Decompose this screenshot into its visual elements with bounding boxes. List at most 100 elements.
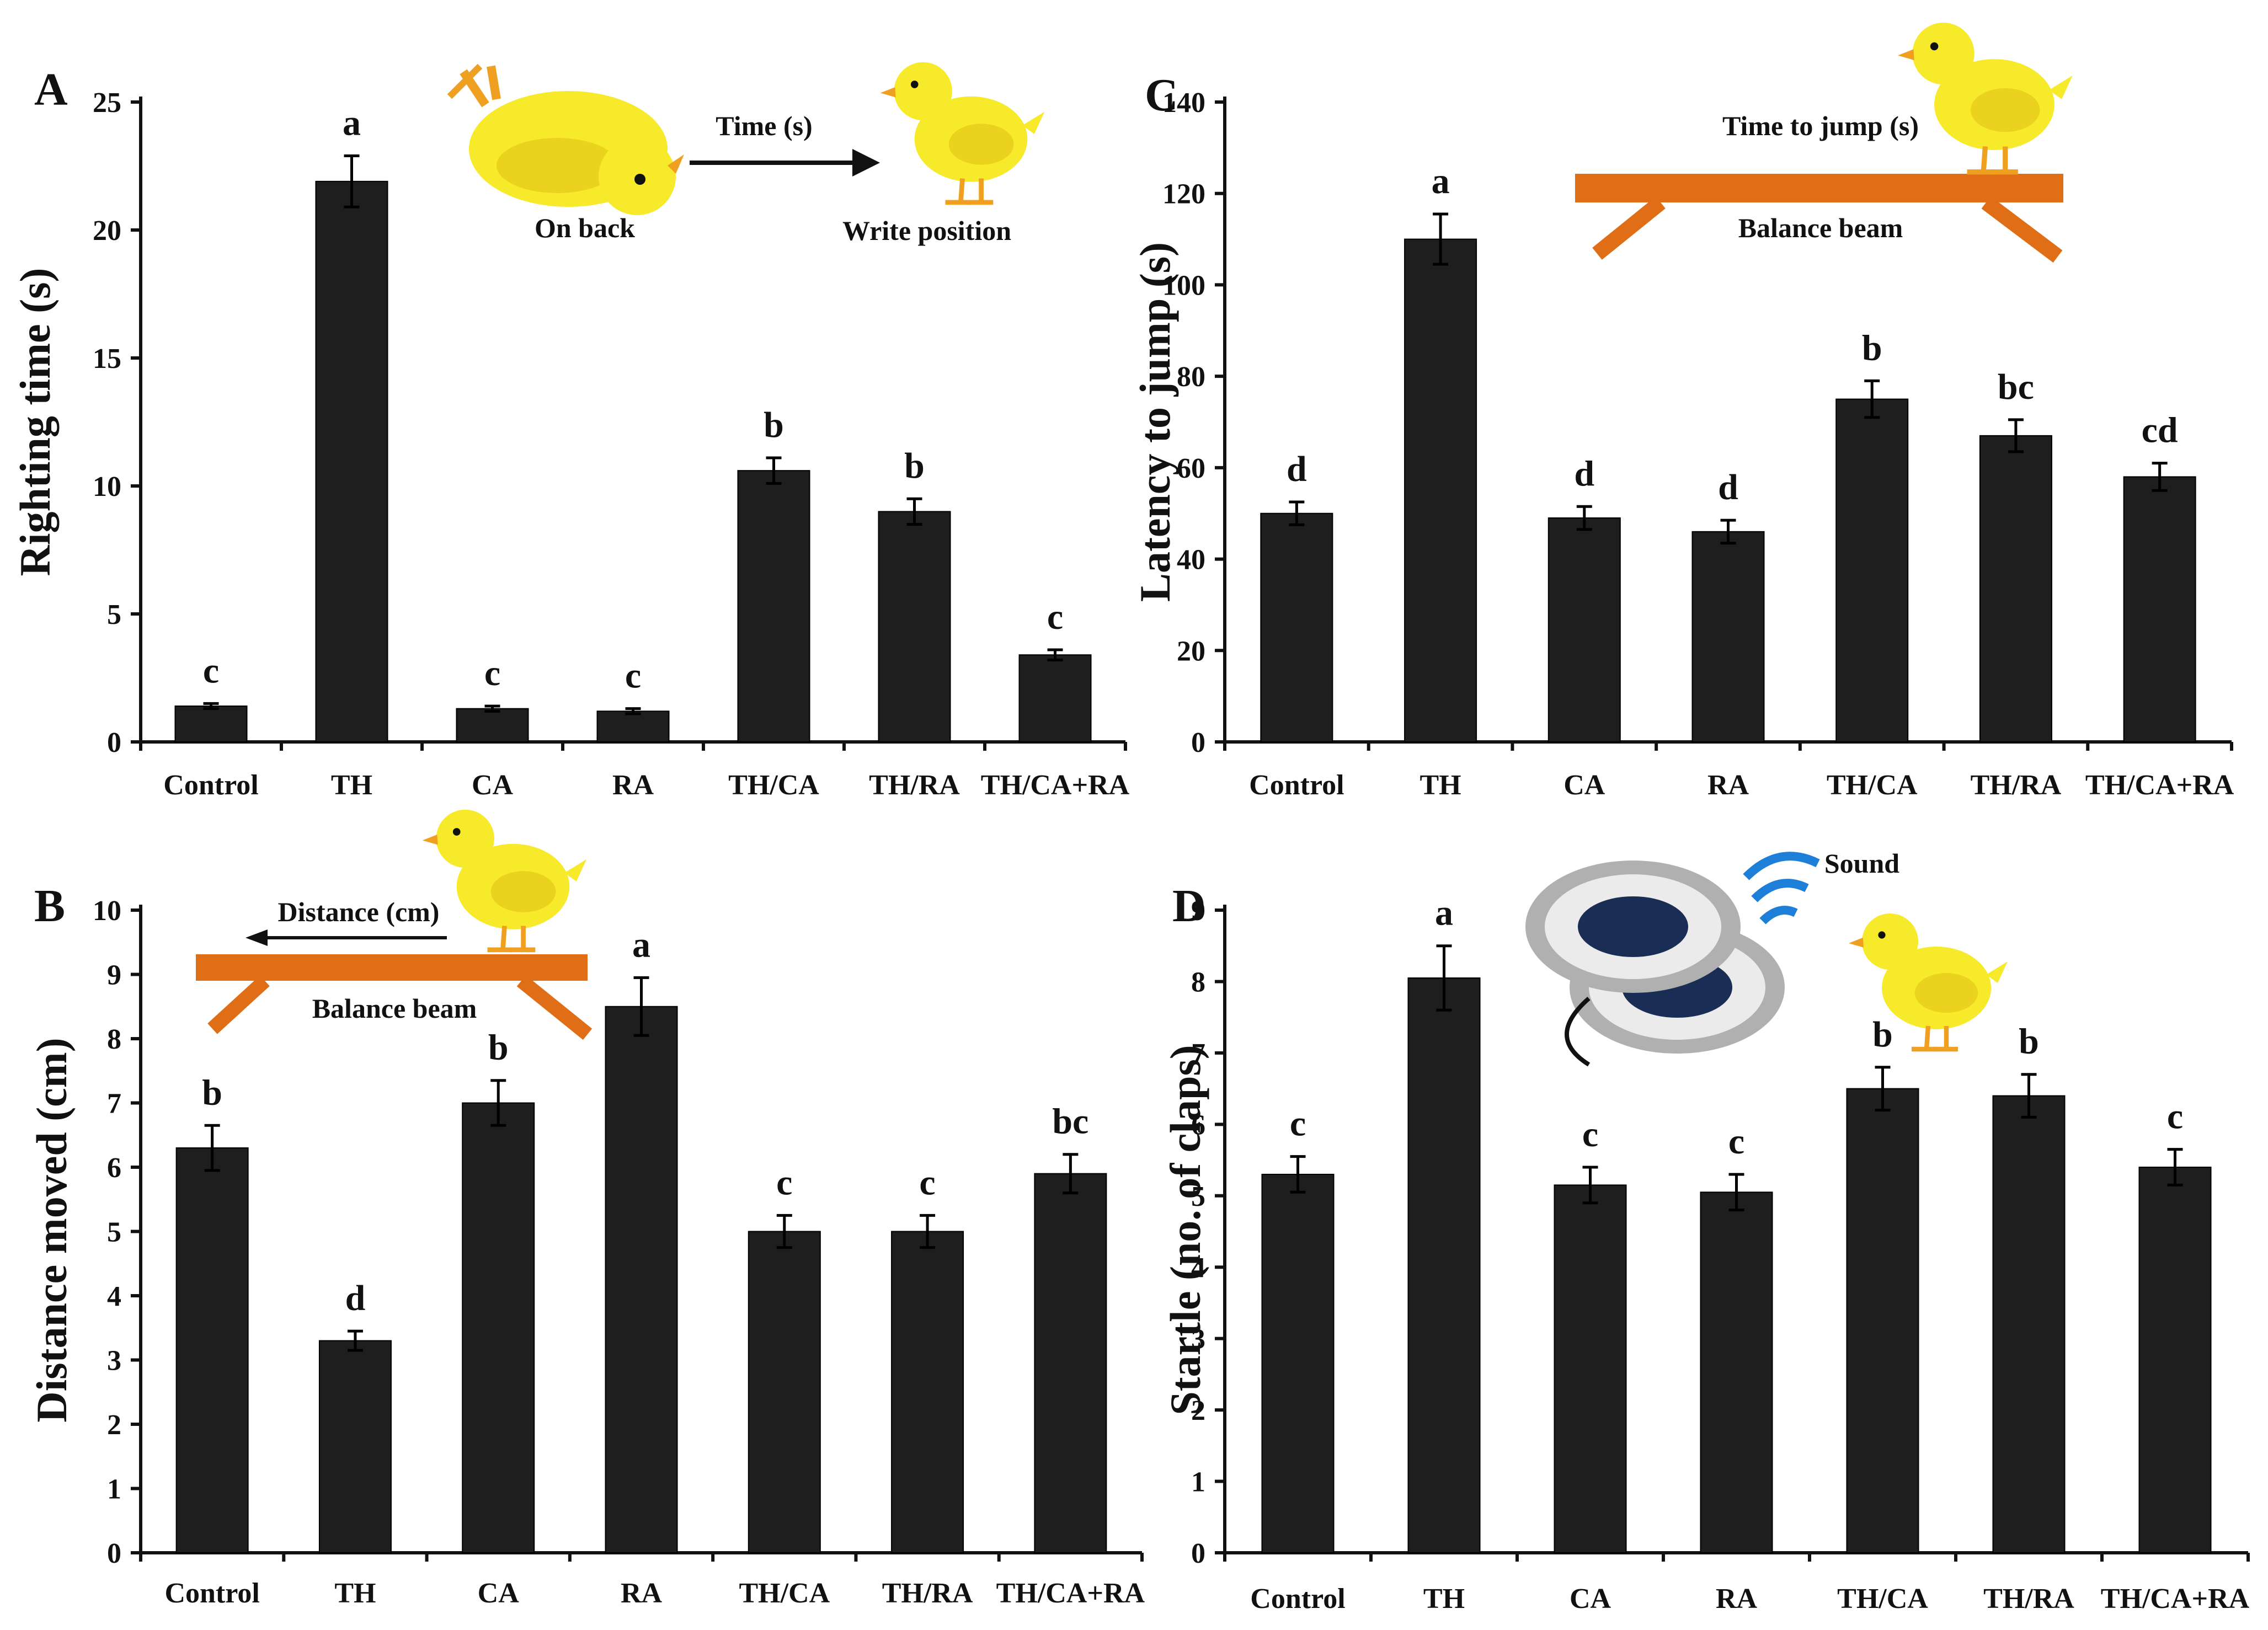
y-tick-label-b: 9 — [107, 960, 121, 991]
bar-c-4 — [1835, 398, 1909, 742]
sig-letter-c-3: d — [1718, 467, 1738, 507]
y-tick-label-b: 0 — [107, 1538, 121, 1569]
beam-label-c: Balance beam — [1738, 212, 1903, 243]
y-tick-label-b: 10 — [93, 895, 121, 927]
sig-letter-c-0: d — [1287, 449, 1307, 489]
category-label-c-6: TH/CA+RA — [2085, 769, 2234, 801]
error-bar-c-0 — [1289, 500, 1305, 526]
y-tick-label-c: 60 — [1177, 453, 1205, 484]
sig-letter-a-5: b — [904, 446, 925, 486]
bar-c-1 — [1404, 238, 1477, 743]
error-bar-d-1 — [1436, 944, 1452, 1012]
sig-letter-b-0: b — [202, 1072, 222, 1113]
bar-a-4 — [737, 470, 810, 742]
y-tick-label-c: 40 — [1177, 544, 1205, 576]
category-label-b-2: CA — [478, 1578, 520, 1609]
error-bar-d-3 — [1728, 1173, 1744, 1212]
category-label-d-3: RA — [1716, 1583, 1758, 1615]
category-label-d-4: TH/CA — [1837, 1583, 1928, 1615]
y-tick-label-b: 8 — [107, 1024, 121, 1055]
bar-b-1 — [318, 1340, 392, 1554]
beam-label-b: Balance beam — [312, 993, 477, 1024]
y-tick-label-a: 0 — [107, 727, 121, 758]
sig-letter-d-6: c — [2167, 1097, 2183, 1137]
panel-letter-b: B — [34, 880, 65, 932]
clapper-icon — [1525, 861, 1785, 1067]
bar-c-5 — [1979, 435, 2052, 742]
category-label-d-0: Control — [1250, 1583, 1345, 1615]
sig-letter-a-3: c — [625, 656, 641, 696]
balance-beam-c-icon — [1575, 174, 2063, 263]
error-bar-d-2 — [1582, 1166, 1598, 1205]
y-tick-label-a: 5 — [107, 599, 121, 630]
bar-b-2 — [462, 1102, 535, 1553]
y-tick-label-c: 100 — [1162, 270, 1205, 301]
error-bar-a-0 — [203, 702, 219, 710]
on-back-label: On back — [535, 212, 635, 243]
sig-letter-a-4: b — [764, 405, 784, 445]
bar-d-2 — [1554, 1184, 1627, 1553]
bar-d-4 — [1846, 1088, 1919, 1553]
category-label-d-5: TH/RA — [1983, 1583, 2074, 1615]
bar-d-1 — [1407, 977, 1481, 1553]
y-tick-label-a: 25 — [93, 87, 121, 119]
error-bar-a-5 — [906, 497, 922, 526]
sig-letter-d-3: c — [1728, 1121, 1744, 1162]
error-bar-d-4 — [1875, 1066, 1891, 1111]
sig-letter-a-6: c — [1047, 597, 1063, 637]
bar-a-0 — [174, 706, 248, 743]
bar-d-3 — [1700, 1191, 1773, 1554]
time-arrow-label: Time (s) — [716, 110, 812, 141]
bar-b-0 — [175, 1147, 249, 1554]
y-tick-label-d: 8 — [1191, 966, 1205, 998]
y-tick-label-b: 4 — [107, 1281, 121, 1312]
category-label-a-5: TH/RA — [869, 769, 960, 801]
category-label-c-1: TH — [1420, 769, 1461, 801]
y-tick-label-d: 5 — [1191, 1181, 1205, 1212]
bar-a-2 — [456, 708, 529, 743]
category-label-c-0: Control — [1249, 769, 1344, 801]
bar-a-1 — [315, 180, 388, 742]
sig-letter-b-6: bc — [1052, 1102, 1088, 1142]
balance-beam-b-icon — [196, 954, 593, 1040]
error-bar-b-2 — [490, 1079, 506, 1127]
category-label-a-0: Control — [163, 769, 258, 801]
category-label-c-3: RA — [1707, 769, 1749, 801]
y-tick-label-d: 2 — [1191, 1395, 1205, 1426]
category-label-c-2: CA — [1563, 769, 1605, 801]
bar-c-6 — [2123, 476, 2196, 743]
sig-letter-d-2: c — [1582, 1114, 1598, 1155]
error-bar-a-1 — [344, 154, 360, 209]
panel-letter-d: D — [1172, 880, 1206, 932]
panel-letter-a: A — [34, 64, 68, 115]
y-tick-label-b: 2 — [107, 1409, 121, 1441]
left-arrow-icon — [246, 929, 447, 946]
error-bar-c-6 — [2152, 462, 2168, 492]
error-bar-a-2 — [484, 704, 500, 713]
sig-letter-c-1: a — [1432, 161, 1450, 201]
chick-on-beam-b-icon — [423, 810, 587, 950]
error-bar-b-4 — [776, 1214, 792, 1249]
bar-b-3 — [605, 1006, 678, 1553]
y-tick-label-a: 10 — [93, 471, 121, 503]
distance-arrow-label: Distance (cm) — [278, 896, 440, 927]
category-label-a-6: TH/CA+RA — [981, 769, 1130, 801]
y-tick-label-b: 3 — [107, 1345, 121, 1377]
y-axis-title-a: Righting time (s) — [11, 268, 59, 576]
bar-a-5 — [878, 511, 951, 743]
sig-letter-b-3: a — [632, 924, 650, 965]
error-bar-c-1 — [1433, 212, 1449, 266]
category-label-b-0: Control — [164, 1578, 259, 1609]
y-axis-title-b: Distance moved (cm) — [28, 1038, 76, 1422]
y-tick-label-d: 6 — [1191, 1109, 1205, 1141]
bar-c-2 — [1547, 517, 1621, 742]
bar-b-5 — [891, 1231, 964, 1553]
bar-c-0 — [1260, 512, 1333, 742]
category-label-b-3: RA — [621, 1578, 663, 1609]
category-label-d-2: CA — [1570, 1583, 1611, 1615]
y-tick-label-b: 5 — [107, 1217, 121, 1248]
y-tick-label-d: 1 — [1191, 1467, 1205, 1498]
sig-letter-a-2: c — [484, 653, 500, 693]
y-tick-label-c: 140 — [1162, 87, 1205, 119]
